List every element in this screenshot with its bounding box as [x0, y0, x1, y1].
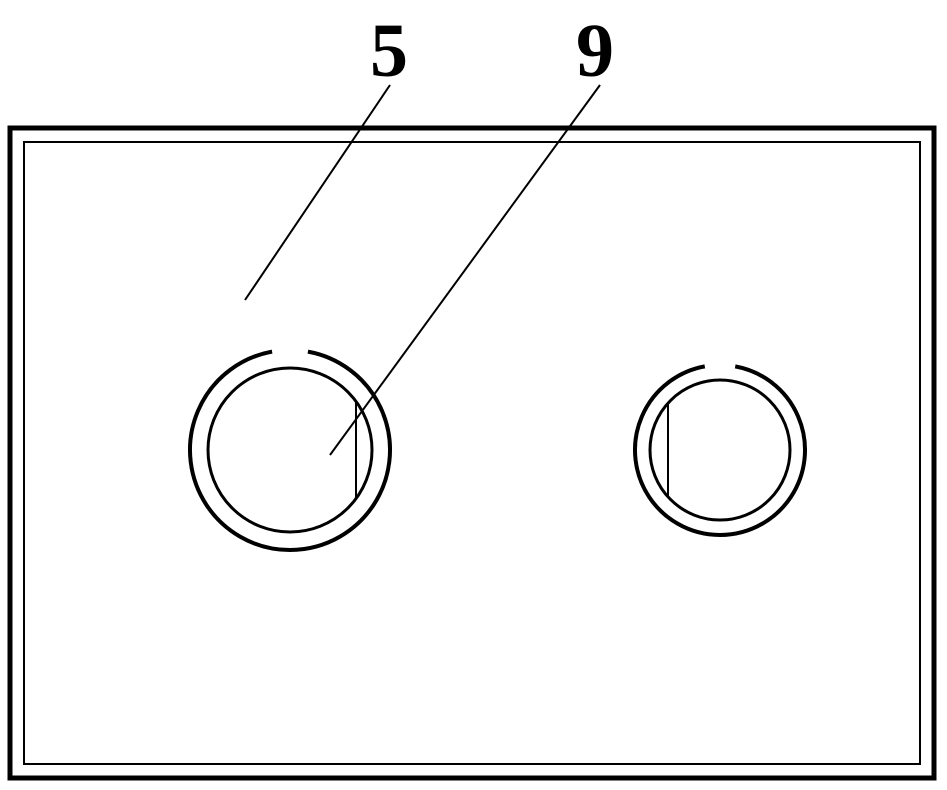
diagram-canvas: 5 9 [0, 0, 947, 790]
drawing-svg [0, 0, 947, 790]
